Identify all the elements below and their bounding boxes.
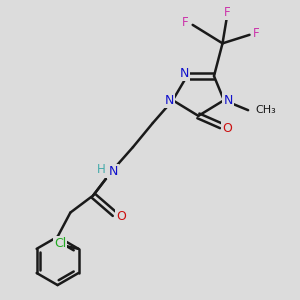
- Text: N: N: [108, 165, 118, 178]
- Text: CH₃: CH₃: [255, 105, 276, 115]
- Text: N: N: [165, 94, 174, 107]
- Text: O: O: [116, 210, 126, 223]
- Text: N: N: [179, 67, 189, 80]
- Text: F: F: [182, 16, 189, 28]
- Text: Cl: Cl: [54, 237, 66, 250]
- Text: H: H: [97, 164, 106, 176]
- Text: N: N: [224, 94, 233, 107]
- Text: F: F: [224, 6, 230, 19]
- Text: F: F: [253, 27, 260, 40]
- Text: O: O: [222, 122, 232, 135]
